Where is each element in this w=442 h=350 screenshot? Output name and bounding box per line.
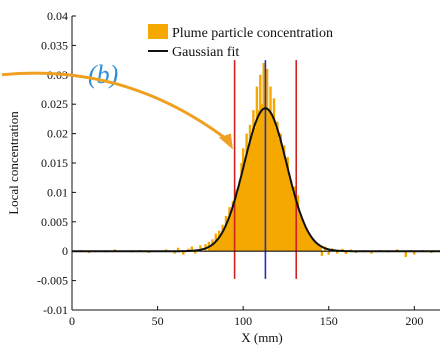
legend: Plume particle concentration Gaussian fi…	[148, 24, 333, 60]
legend-label-gaussian-fit: Gaussian fit	[172, 45, 239, 60]
y-axis-label: Local concentration	[6, 111, 21, 215]
y-tick-label: 0.015	[41, 156, 68, 170]
y-tick-label: 0.035	[41, 38, 68, 52]
x-axis-label: X (mm)	[241, 330, 283, 345]
vertical-marker-lines	[233, 60, 298, 279]
x-tick-label: 50	[152, 314, 164, 328]
x-tick-label: 100	[234, 314, 252, 328]
concentration-bar	[413, 251, 416, 255]
x-tick-label: 150	[320, 314, 338, 328]
y-tick-labels: -0.01-0.00500.0050.010.0150.020.0250.030…	[37, 9, 68, 317]
y-tick-label: 0.025	[41, 97, 68, 111]
y-tick-label: -0.005	[37, 274, 68, 288]
concentration-bar	[182, 251, 185, 255]
concentration-bar	[173, 251, 176, 254]
concentration-bar	[344, 251, 348, 255]
concentration-bar	[336, 251, 339, 254]
y-tick-label: 0.02	[47, 127, 68, 141]
y-tick-label: 0	[62, 244, 68, 258]
y-tick-label: 0.01	[47, 185, 68, 199]
concentration-bars	[79, 63, 433, 258]
concentration-bar	[190, 246, 193, 252]
concentration-bar	[199, 245, 202, 252]
x-tick-label: 0	[69, 314, 75, 328]
concentration-bar	[370, 251, 373, 254]
concentration-bar	[176, 247, 180, 252]
annotation-arrowhead	[218, 133, 233, 150]
legend-swatch-concentration	[148, 24, 168, 39]
x-tick-labels: 0 50 100 150 200	[69, 314, 423, 328]
concentration-bar	[194, 251, 197, 254]
concentration-bar	[404, 251, 407, 258]
y-tick-label: 0.005	[41, 215, 68, 229]
y-tick-label: -0.01	[43, 303, 68, 317]
concentration-bar	[320, 251, 324, 256]
x-tick-label: 200	[405, 314, 423, 328]
legend-label-concentration: Plume particle concentration	[172, 26, 333, 41]
concentration-bar	[327, 251, 330, 255]
y-tick-label: 0.04	[47, 9, 68, 23]
annotation-arrow	[1, 71, 228, 141]
